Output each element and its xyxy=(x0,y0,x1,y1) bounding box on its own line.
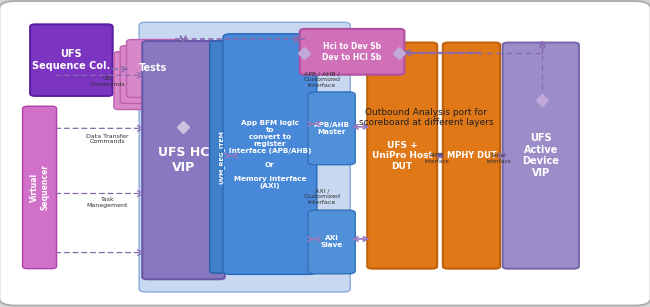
FancyBboxPatch shape xyxy=(120,46,173,103)
Text: UFS
Active
Device
VIP: UFS Active Device VIP xyxy=(523,133,559,178)
Text: AXI
Slave: AXI Slave xyxy=(320,235,343,248)
Text: UFS HC
VIP: UFS HC VIP xyxy=(158,146,209,174)
Text: Outbound Analysis port for
scoreboard at different layers: Outbound Analysis port for scoreboard at… xyxy=(359,108,493,127)
Text: Virtual
Sequencer: Virtual Sequencer xyxy=(30,165,49,210)
Text: MPHY DUT: MPHY DUT xyxy=(447,151,497,160)
Text: UVM_REG_ITEM: UVM_REG_ITEM xyxy=(218,130,224,184)
Text: Serial
Interface: Serial Interface xyxy=(487,153,512,164)
FancyBboxPatch shape xyxy=(223,34,317,274)
Text: Task
Management: Task Management xyxy=(87,197,128,208)
FancyBboxPatch shape xyxy=(30,24,112,96)
FancyBboxPatch shape xyxy=(142,41,225,279)
Text: AXI /
Customized
Interface: AXI / Customized Interface xyxy=(304,188,341,205)
Text: UIC
Commands: UIC Commands xyxy=(90,76,125,87)
FancyBboxPatch shape xyxy=(300,29,404,75)
Text: App BFM logic
to
convert to
register
Interface (APB/AHB)

Or

Memory Interface
(: App BFM logic to convert to register Int… xyxy=(229,120,311,188)
Text: UFS +
UniPro Host
DUT: UFS + UniPro Host DUT xyxy=(372,141,433,170)
Text: Data Transfer
Commands: Data Transfer Commands xyxy=(86,134,129,144)
FancyBboxPatch shape xyxy=(308,210,356,274)
Text: Hci to Dev Sb
Dev to HCI Sb: Hci to Dev Sb Dev to HCI Sb xyxy=(322,42,382,61)
FancyBboxPatch shape xyxy=(127,40,179,97)
Text: APB / AHB /
Customized
Interface: APB / AHB / Customized Interface xyxy=(304,72,341,88)
Text: APB/AHB
Master: APB/AHB Master xyxy=(313,122,350,135)
FancyBboxPatch shape xyxy=(114,52,167,110)
FancyBboxPatch shape xyxy=(308,92,356,165)
FancyBboxPatch shape xyxy=(210,41,233,273)
FancyBboxPatch shape xyxy=(23,106,57,269)
Text: Tests: Tests xyxy=(139,64,167,73)
Text: UFS
Sequence Col.: UFS Sequence Col. xyxy=(32,49,110,71)
FancyBboxPatch shape xyxy=(139,22,350,292)
FancyBboxPatch shape xyxy=(367,43,437,269)
FancyBboxPatch shape xyxy=(502,43,579,269)
Text: RMMI
Interface: RMMI Interface xyxy=(424,153,449,164)
FancyBboxPatch shape xyxy=(443,43,500,269)
